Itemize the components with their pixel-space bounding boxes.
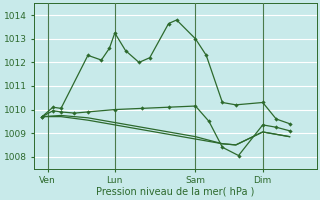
X-axis label: Pression niveau de la mer( hPa ): Pression niveau de la mer( hPa ) (96, 187, 254, 197)
